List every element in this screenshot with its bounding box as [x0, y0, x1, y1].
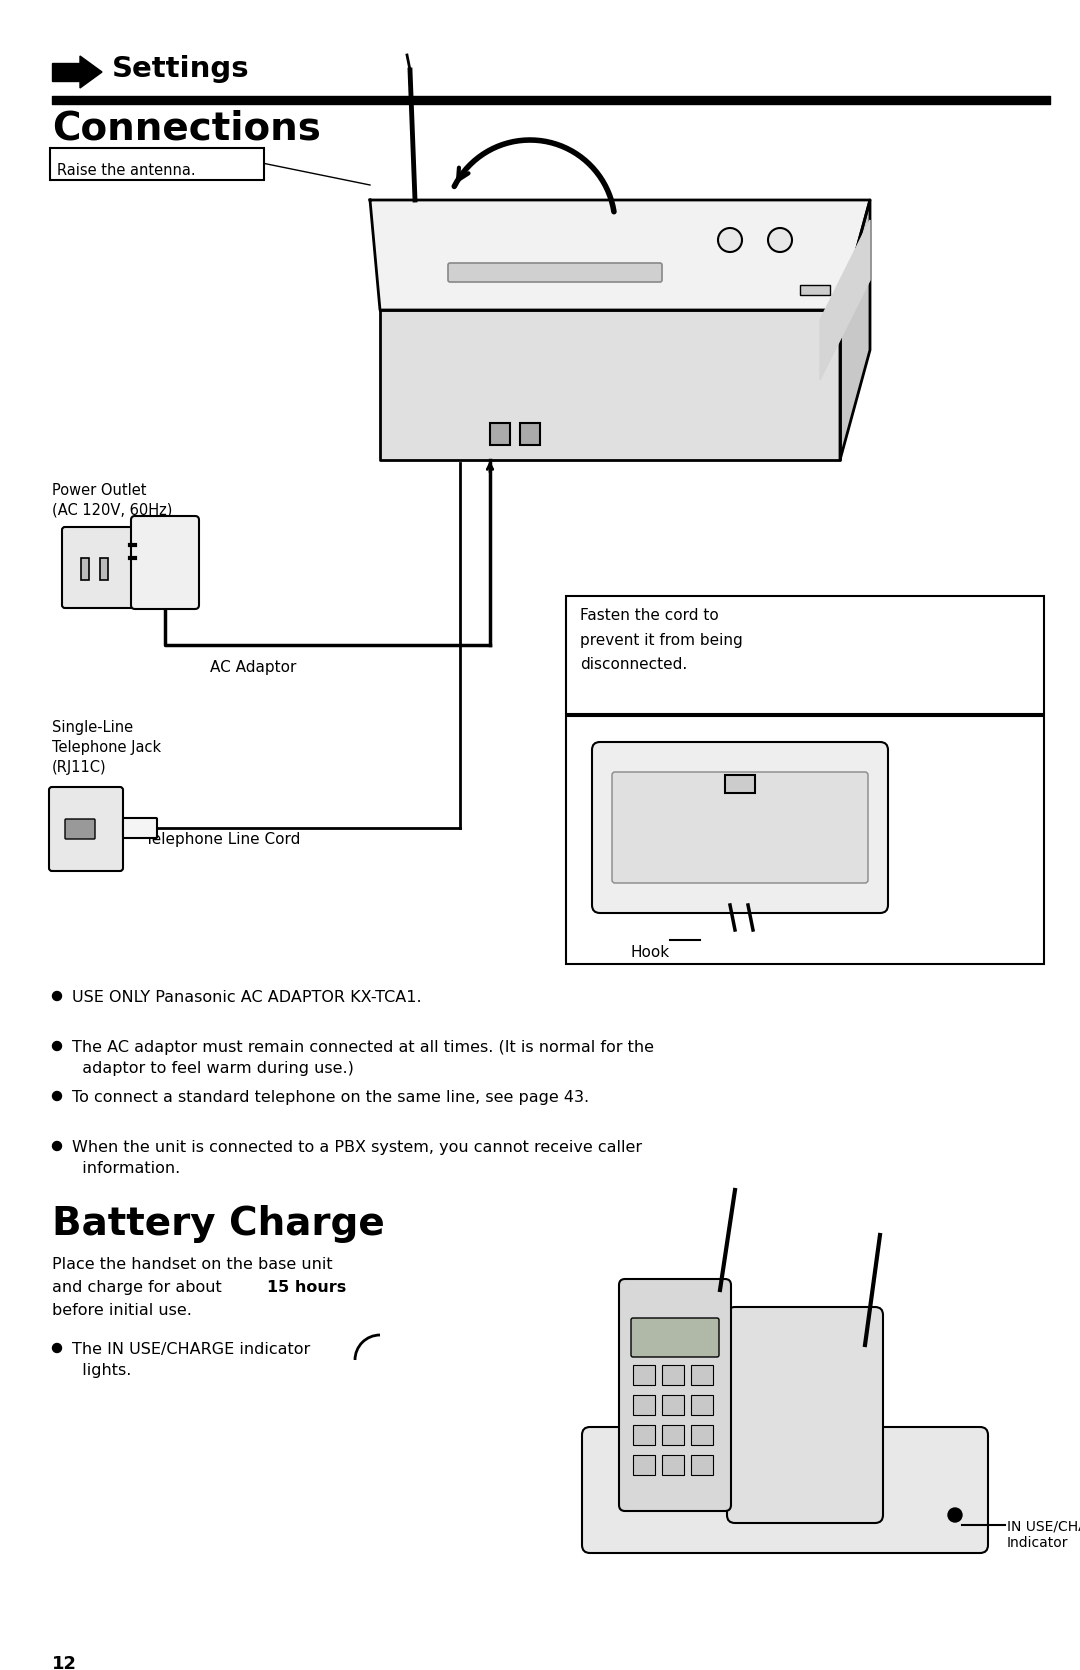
- Text: USE ONLY Panasonic AC ADAPTOR KX-TCA1.: USE ONLY Panasonic AC ADAPTOR KX-TCA1.: [72, 990, 421, 1005]
- Text: Connections: Connections: [52, 110, 321, 149]
- Bar: [52, 63, 80, 82]
- Text: Fasten the cord to
prevent it from being
disconnected.: Fasten the cord to prevent it from being…: [580, 608, 743, 673]
- Text: IN USE/CHARGE
Indicator: IN USE/CHARGE Indicator: [1007, 1520, 1080, 1550]
- FancyBboxPatch shape: [727, 1308, 883, 1523]
- Bar: [100, 558, 108, 579]
- Text: Hook: Hook: [630, 945, 670, 960]
- Text: Battery Charge: Battery Charge: [52, 1206, 384, 1242]
- Bar: [662, 1364, 684, 1384]
- FancyBboxPatch shape: [62, 528, 133, 608]
- Polygon shape: [370, 200, 870, 311]
- Circle shape: [53, 1092, 62, 1101]
- Polygon shape: [840, 200, 870, 459]
- Text: When the unit is connected to a PBX system, you cannot receive caller
  informat: When the unit is connected to a PBX syst…: [72, 1141, 643, 1176]
- Circle shape: [718, 229, 742, 252]
- FancyBboxPatch shape: [566, 596, 1044, 715]
- Bar: [691, 1425, 713, 1445]
- Polygon shape: [820, 220, 870, 381]
- Text: Settings: Settings: [112, 55, 249, 84]
- Bar: [691, 1455, 713, 1475]
- Text: Single-Line
Telephone Jack
(RJ11C): Single-Line Telephone Jack (RJ11C): [52, 720, 161, 775]
- FancyBboxPatch shape: [592, 741, 888, 913]
- FancyBboxPatch shape: [65, 818, 95, 838]
- FancyBboxPatch shape: [619, 1279, 731, 1511]
- Text: Power Outlet
(AC 120V, 60Hz): Power Outlet (AC 120V, 60Hz): [52, 483, 173, 518]
- Bar: [800, 286, 831, 296]
- Polygon shape: [380, 311, 840, 459]
- Bar: [633, 1394, 654, 1414]
- Bar: [662, 1455, 684, 1475]
- Text: 12: 12: [52, 1655, 77, 1670]
- Text: before initial use.: before initial use.: [52, 1303, 192, 1318]
- Text: AC Adaptor: AC Adaptor: [210, 660, 296, 675]
- Polygon shape: [80, 57, 102, 89]
- FancyBboxPatch shape: [49, 787, 123, 872]
- Circle shape: [53, 992, 62, 1000]
- Bar: [519, 423, 540, 444]
- Bar: [691, 1364, 713, 1384]
- Text: 15 hours: 15 hours: [267, 1279, 347, 1294]
- Bar: [691, 1394, 713, 1414]
- FancyBboxPatch shape: [448, 262, 662, 282]
- Bar: [633, 1425, 654, 1445]
- Circle shape: [768, 229, 792, 252]
- Text: Raise the antenna.: Raise the antenna.: [57, 164, 195, 179]
- Circle shape: [53, 1343, 62, 1353]
- Text: To connect a standard telephone on the same line, see page 43.: To connect a standard telephone on the s…: [72, 1091, 589, 1106]
- Text: The AC adaptor must remain connected at all times. (It is normal for the
  adapt: The AC adaptor must remain connected at …: [72, 1040, 654, 1075]
- FancyBboxPatch shape: [631, 1318, 719, 1358]
- FancyBboxPatch shape: [582, 1426, 988, 1553]
- Bar: [81, 558, 89, 579]
- Bar: [662, 1425, 684, 1445]
- Text: The IN USE/CHARGE indicator
  lights.: The IN USE/CHARGE indicator lights.: [72, 1343, 310, 1378]
- FancyBboxPatch shape: [131, 516, 199, 610]
- Bar: [633, 1455, 654, 1475]
- FancyBboxPatch shape: [50, 149, 264, 180]
- Circle shape: [53, 1142, 62, 1151]
- FancyBboxPatch shape: [612, 772, 868, 883]
- Bar: [662, 1394, 684, 1414]
- Circle shape: [53, 1042, 62, 1050]
- Text: and charge for about: and charge for about: [52, 1279, 227, 1294]
- FancyBboxPatch shape: [123, 818, 157, 838]
- Circle shape: [948, 1508, 962, 1521]
- FancyBboxPatch shape: [566, 716, 1044, 964]
- Bar: [633, 1364, 654, 1384]
- Bar: [490, 423, 510, 444]
- Text: Telephone Line Cord: Telephone Line Cord: [145, 832, 300, 847]
- Text: Place the handset on the base unit: Place the handset on the base unit: [52, 1258, 333, 1273]
- Bar: [725, 775, 755, 793]
